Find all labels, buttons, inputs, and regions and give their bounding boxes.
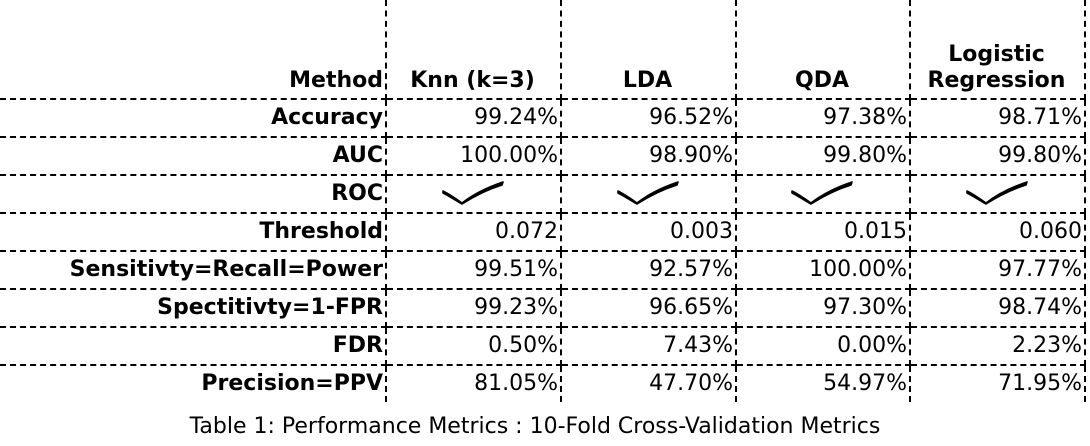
roc-cell (561, 175, 737, 214)
table-row: ROC (0, 175, 1086, 214)
metric-value: 100.00% (386, 137, 562, 176)
metric-value: 54.97% (736, 365, 911, 402)
row-label: FDR (0, 327, 387, 366)
metric-value: 99.51% (386, 251, 562, 290)
metric-value: 0.003 (561, 213, 737, 252)
metric-value: 99.23% (386, 289, 562, 328)
metric-value: 98.90% (561, 137, 737, 176)
metric-value: 7.43% (561, 327, 737, 366)
metric-value: 92.57% (561, 251, 737, 290)
checkmark-icon (791, 181, 853, 205)
table-body: Accuracy 99.24% 96.52% 97.38% 98.71% AUC 100.0… (0, 99, 1086, 402)
metric-value: 47.70% (561, 365, 737, 402)
table-row: Sensitivty=Recall=Power 99.51% 92.57% 100.0… (0, 251, 1086, 290)
metric-value: 97.30% (736, 289, 911, 328)
row-label: AUC (0, 137, 387, 176)
metric-value: 81.05% (386, 365, 562, 402)
metric-value: 0.015 (736, 213, 911, 252)
roc-cell (386, 175, 562, 214)
metric-value: 98.74% (910, 289, 1086, 328)
metric-value: 99.80% (910, 137, 1086, 176)
metrics-table: Method Knn (k=3) LDA QDA Logistic Regres… (0, 0, 1086, 402)
metric-value: 0.072 (386, 213, 562, 252)
metric-value: 2.23% (910, 327, 1086, 366)
metric-value: 97.38% (736, 99, 911, 138)
metric-value: 71.95% (910, 365, 1086, 402)
row-label: Spectitivty=1-FPR (0, 289, 387, 328)
metric-value: 96.65% (561, 289, 737, 328)
column-header-lda: LDA (561, 0, 737, 100)
column-header-logistic-regression: Logistic Regression (910, 0, 1086, 100)
header-row: Method Knn (k=3) LDA QDA Logistic Regres… (0, 0, 1086, 100)
checkmark-icon (616, 181, 679, 205)
table-row: Threshold 0.072 0.003 0.015 0.060 (0, 213, 1086, 252)
roc-cell (736, 175, 911, 214)
row-label: Threshold (0, 213, 387, 252)
metric-value: 0.50% (386, 327, 562, 366)
table-row: FDR 0.50% 7.43% 0.00% 2.23% (0, 327, 1086, 366)
metric-value: 0.00% (736, 327, 911, 366)
table-row: AUC 100.00% 98.90% 99.80% 99.80% (0, 137, 1086, 176)
metric-value: 100.00% (736, 251, 911, 290)
row-label: Sensitivty=Recall=Power (0, 251, 387, 290)
table-row: Accuracy 99.24% 96.52% 97.38% 98.71% (0, 99, 1086, 138)
metric-value: 99.80% (736, 137, 911, 176)
column-header-qda: QDA (736, 0, 911, 100)
roc-cell (910, 175, 1086, 214)
column-header-knn: Knn (k=3) (386, 0, 562, 100)
table-row: Spectitivty=1-FPR 99.23% 96.65% 97.30% 98.74… (0, 289, 1086, 328)
row-label: ROC (0, 175, 387, 214)
metric-value: 98.71% (910, 99, 1086, 138)
metric-value: 96.52% (561, 99, 737, 138)
checkmark-icon (965, 181, 1028, 205)
table-row: Precision=PPV 81.05% 47.70% 54.97% 71.95% (0, 365, 1086, 402)
method-header: Method (0, 0, 387, 100)
row-label: Precision=PPV (0, 365, 387, 402)
metric-value: 0.060 (910, 213, 1086, 252)
table-caption: Table 1: Performance Metrics : 10-Fold C… (189, 414, 881, 439)
checkmark-icon (441, 181, 504, 205)
metric-value: 99.24% (386, 99, 562, 138)
row-label: Accuracy (0, 99, 387, 138)
metric-value: 97.77% (910, 251, 1086, 290)
